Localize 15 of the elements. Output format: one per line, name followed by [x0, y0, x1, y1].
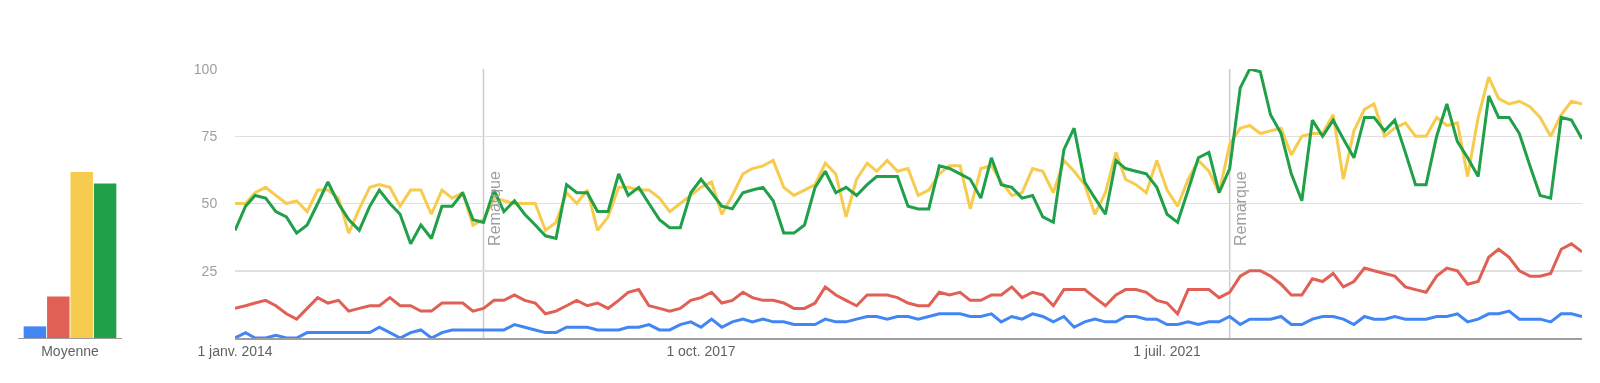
- ref-line-label: Remarque: [1232, 171, 1250, 247]
- x-tick-label: Moyenne: [41, 342, 100, 359]
- x-tick-label: 1 juil. 2021: [1133, 343, 1202, 360]
- bar: [70, 172, 93, 338]
- y-tick-label: 25: [201, 262, 218, 279]
- y-tick-label: 75: [201, 128, 218, 145]
- y-tick-label: 100: [193, 60, 218, 77]
- y-tick-label: 50: [201, 195, 218, 212]
- bar: [93, 183, 117, 338]
- bar: [47, 296, 70, 338]
- line-series: [235, 309, 1582, 338]
- ref-line-label: Remarque: [486, 171, 504, 246]
- x-tick-label: 1 janv. 2014: [197, 343, 273, 360]
- x-tick-label: 1 oct. 2017: [666, 343, 736, 360]
- bar: [23, 326, 47, 338]
